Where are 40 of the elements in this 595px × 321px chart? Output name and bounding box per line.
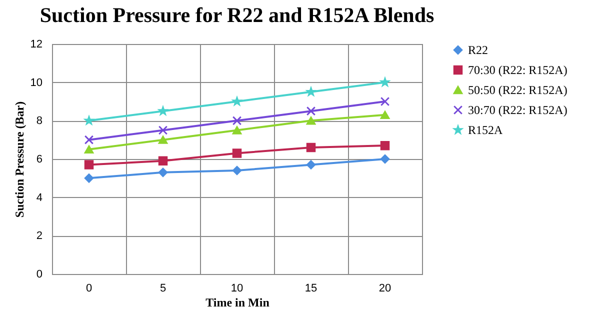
point bbox=[232, 126, 242, 134]
y-tick-label: 8 bbox=[36, 115, 42, 128]
point bbox=[84, 135, 94, 144]
point bbox=[306, 116, 316, 125]
x-tick-label: 5 bbox=[160, 282, 166, 294]
point bbox=[158, 156, 168, 166]
x-tick-label: 0 bbox=[86, 282, 92, 294]
y-tick-label: 2 bbox=[36, 230, 42, 242]
y-tick-label: 6 bbox=[36, 154, 42, 166]
point bbox=[306, 106, 316, 116]
x-tick-label: 10 bbox=[230, 282, 244, 294]
y-axis-title: Suction Pressure (Bar) bbox=[12, 101, 26, 218]
y-tick-label: 12 bbox=[30, 38, 42, 50]
point bbox=[158, 126, 168, 135]
point bbox=[158, 136, 168, 144]
legend-label: 50:50 (R22: R152A) bbox=[468, 83, 568, 97]
legend-label: 70:30 (R22: R152A) bbox=[468, 63, 568, 77]
point bbox=[84, 174, 94, 183]
point bbox=[232, 148, 242, 158]
y-tick-label: 0 bbox=[36, 268, 42, 280]
chart-title: Suction Pressure for R22 and R152A Blends bbox=[40, 3, 434, 27]
x-tick-label: 15 bbox=[304, 282, 318, 294]
point bbox=[232, 116, 242, 126]
point bbox=[158, 168, 168, 178]
legend-label: R22 bbox=[468, 43, 488, 57]
legend-label: R152A bbox=[468, 123, 504, 137]
point bbox=[84, 145, 94, 154]
point bbox=[306, 142, 316, 152]
point bbox=[306, 160, 316, 170]
x-axis-title: Time in Min bbox=[206, 296, 270, 310]
point bbox=[84, 160, 94, 170]
point bbox=[232, 166, 242, 176]
y-tick-label: 4 bbox=[36, 192, 42, 204]
point bbox=[380, 140, 390, 150]
point bbox=[380, 96, 390, 106]
point bbox=[380, 154, 390, 164]
point bbox=[380, 110, 390, 120]
x-tick-label: 20 bbox=[378, 282, 392, 294]
y-tick-label: 10 bbox=[30, 76, 42, 89]
legend-label: 30:70 (R22: R152A) bbox=[468, 103, 568, 117]
